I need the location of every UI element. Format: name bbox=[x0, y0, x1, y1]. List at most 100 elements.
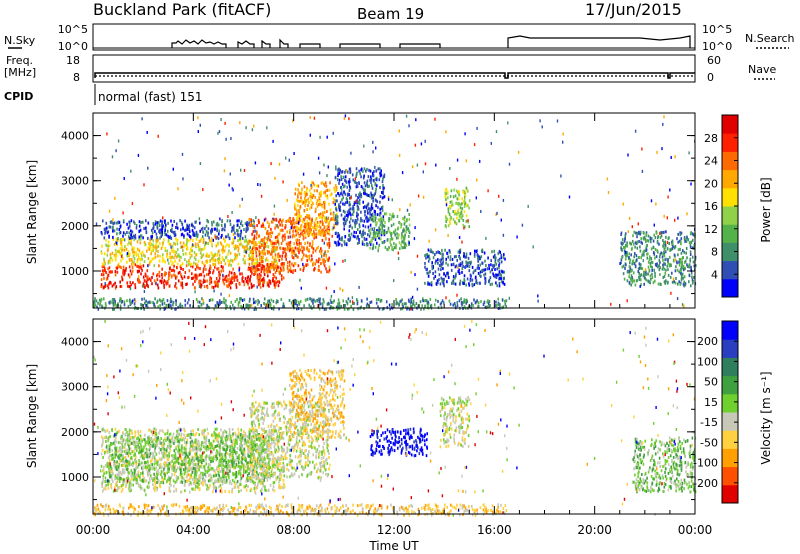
power-cell bbox=[316, 189, 318, 193]
power-cell bbox=[310, 193, 313, 197]
power-cell bbox=[324, 210, 326, 214]
velocity-cell bbox=[170, 437, 173, 440]
power-speck bbox=[417, 194, 420, 198]
power-speck bbox=[126, 252, 129, 255]
power-cell bbox=[164, 271, 166, 275]
power-cell bbox=[621, 256, 623, 259]
power-cell bbox=[481, 261, 483, 265]
power-colorbar-label: Power [dB] bbox=[759, 177, 773, 242]
power-cell bbox=[363, 219, 366, 223]
power-cell bbox=[314, 209, 317, 213]
power-cell bbox=[157, 254, 159, 258]
power-cell bbox=[663, 274, 666, 278]
power-cell bbox=[394, 233, 396, 237]
power-cell bbox=[355, 167, 358, 171]
power-cell bbox=[404, 220, 406, 224]
power-speck bbox=[245, 250, 247, 254]
power-cell bbox=[352, 307, 355, 311]
power-speck bbox=[447, 234, 449, 237]
power-cell bbox=[184, 303, 187, 307]
power-cell bbox=[497, 297, 499, 301]
power-cell bbox=[192, 276, 195, 280]
power-speck bbox=[198, 285, 201, 288]
velocity-cell bbox=[161, 479, 164, 483]
power-cell bbox=[695, 264, 697, 268]
power-cell bbox=[638, 275, 640, 279]
freq-left-tick-bottom: 8 bbox=[73, 71, 80, 84]
power-cell bbox=[630, 278, 632, 282]
power-cell bbox=[202, 240, 205, 244]
power-cell bbox=[214, 304, 217, 308]
power-cell bbox=[273, 267, 275, 271]
power-cell bbox=[144, 285, 146, 289]
power-cell bbox=[475, 281, 477, 284]
power-cell bbox=[251, 253, 253, 257]
power-cell bbox=[266, 263, 269, 266]
power-cell bbox=[119, 299, 121, 303]
velocity-cell bbox=[212, 490, 214, 494]
power-cell bbox=[311, 233, 314, 237]
power-cell bbox=[301, 199, 304, 203]
power-cell bbox=[130, 233, 132, 237]
power-cell bbox=[287, 270, 290, 274]
power-speck bbox=[198, 217, 201, 221]
velocity-cell bbox=[215, 486, 217, 490]
power-cell bbox=[630, 269, 632, 273]
power-cell bbox=[301, 245, 303, 249]
power-cell bbox=[161, 256, 164, 260]
power-cell bbox=[111, 221, 113, 225]
power-cell bbox=[343, 202, 346, 206]
power-cell bbox=[374, 182, 377, 186]
power-speck bbox=[323, 241, 325, 245]
power-cell bbox=[371, 203, 373, 206]
power-cell bbox=[188, 239, 190, 243]
power-cell bbox=[140, 303, 142, 307]
power-cell bbox=[141, 268, 143, 272]
power-cell bbox=[272, 299, 275, 303]
power-cell bbox=[188, 230, 191, 233]
power-cell bbox=[106, 231, 109, 235]
power-cell bbox=[161, 276, 163, 280]
power-cell bbox=[356, 302, 359, 306]
velocity-cell bbox=[237, 427, 239, 431]
power-cell bbox=[247, 281, 249, 285]
power-speck bbox=[325, 254, 327, 258]
power-cell bbox=[112, 298, 115, 302]
power-cell bbox=[439, 260, 442, 264]
power-speck bbox=[449, 167, 451, 170]
power-cell bbox=[142, 236, 144, 240]
power-cell bbox=[114, 302, 116, 306]
power-cell bbox=[440, 305, 443, 309]
power-cell bbox=[648, 280, 651, 284]
power-cell bbox=[223, 249, 226, 253]
power-cell bbox=[347, 180, 350, 184]
power-cell bbox=[401, 302, 404, 306]
power-cell bbox=[328, 256, 330, 260]
power-cell bbox=[469, 279, 472, 283]
power-cell bbox=[323, 264, 326, 268]
power-cell bbox=[390, 234, 393, 238]
velocity-cell bbox=[220, 466, 223, 470]
power-cell bbox=[267, 251, 269, 255]
power-cell bbox=[645, 272, 648, 276]
power-cell bbox=[218, 249, 220, 253]
power-cell bbox=[408, 307, 411, 311]
power-cell bbox=[262, 237, 265, 241]
power-cell bbox=[635, 242, 638, 246]
power-cell bbox=[642, 274, 645, 278]
power-cell bbox=[298, 217, 301, 221]
power-cell bbox=[624, 250, 626, 254]
power-cell bbox=[318, 264, 320, 268]
power-cell bbox=[279, 270, 281, 274]
power-cell bbox=[365, 206, 368, 210]
power-cell bbox=[323, 215, 326, 219]
power-cell bbox=[457, 190, 459, 194]
nsearch-label: N.Search bbox=[745, 32, 795, 45]
power-cell bbox=[625, 263, 627, 267]
power-cell bbox=[161, 279, 163, 283]
power-cell bbox=[458, 268, 460, 272]
power-cell bbox=[344, 201, 347, 205]
power-cell bbox=[296, 230, 299, 234]
power-cell bbox=[446, 271, 448, 275]
power-cell bbox=[498, 272, 501, 276]
